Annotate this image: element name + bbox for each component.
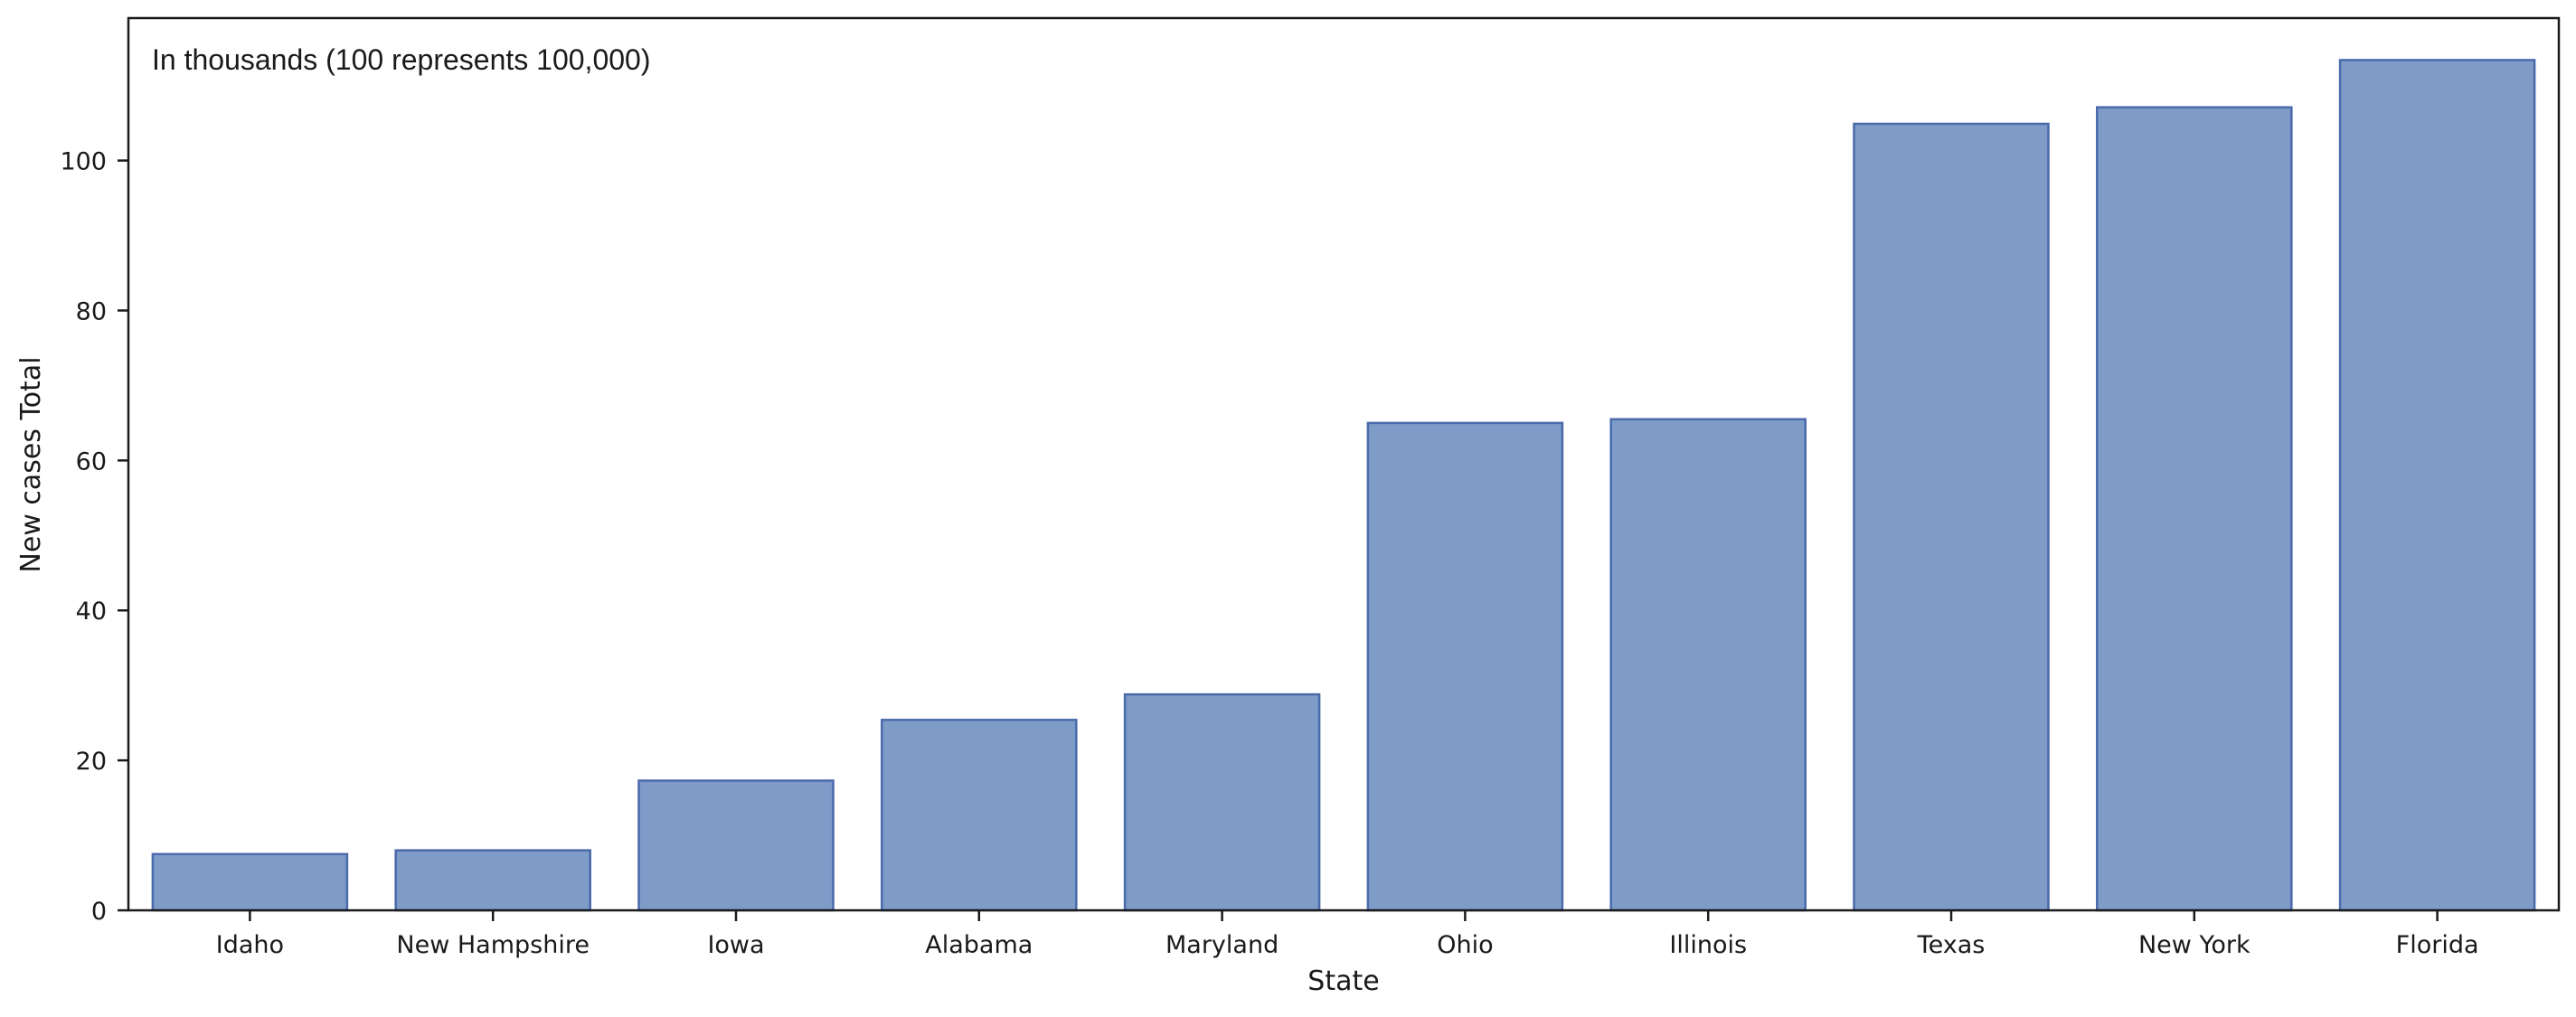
bar-iowa [637, 779, 835, 912]
bar-alabama [881, 719, 1078, 912]
y-tick-label: 80 [76, 297, 107, 325]
bars-layer [151, 59, 2536, 912]
plot-frame [127, 16, 2561, 912]
bar-texas [1853, 122, 2050, 912]
axes-layer: Idaho New Hampshire Iowa Alabama Maryland Ohi… [60, 16, 2561, 959]
y-axis-label: New cases Total [15, 356, 47, 572]
y-tick-label: 100 [60, 148, 107, 176]
chart-annotation: In thousands (100 represents 100,000) [152, 43, 650, 76]
y-tick-label: 60 [76, 447, 107, 476]
y-tick-label: 0 [91, 898, 107, 926]
bar-florida [2338, 59, 2536, 912]
bar-ohio [1366, 421, 1564, 912]
bar-new-york [2096, 106, 2293, 912]
bar-maryland [1123, 692, 1321, 912]
x-tick-label: Maryland [1165, 931, 1279, 959]
x-tick-label: Alabama [925, 931, 1033, 959]
x-tick-label: Florida [2396, 931, 2479, 959]
x-tick-label: New York [2138, 931, 2250, 959]
bar-illinois [1609, 418, 1807, 912]
x-tick-label: Iowa [707, 931, 764, 959]
x-axis-label: State [1307, 965, 1379, 997]
x-tick-label: Ohio [1437, 931, 1493, 959]
y-tick-label: 20 [76, 748, 107, 776]
x-tick-label: Idaho [216, 931, 284, 959]
x-tick-label: Texas [1917, 931, 1986, 959]
x-tick-label: New Hampshire [396, 931, 590, 959]
x-tick-label: Illinois [1669, 931, 1747, 959]
bar-new-hampshire [394, 849, 591, 912]
bar-idaho [151, 852, 349, 912]
y-tick-label: 40 [76, 598, 107, 626]
